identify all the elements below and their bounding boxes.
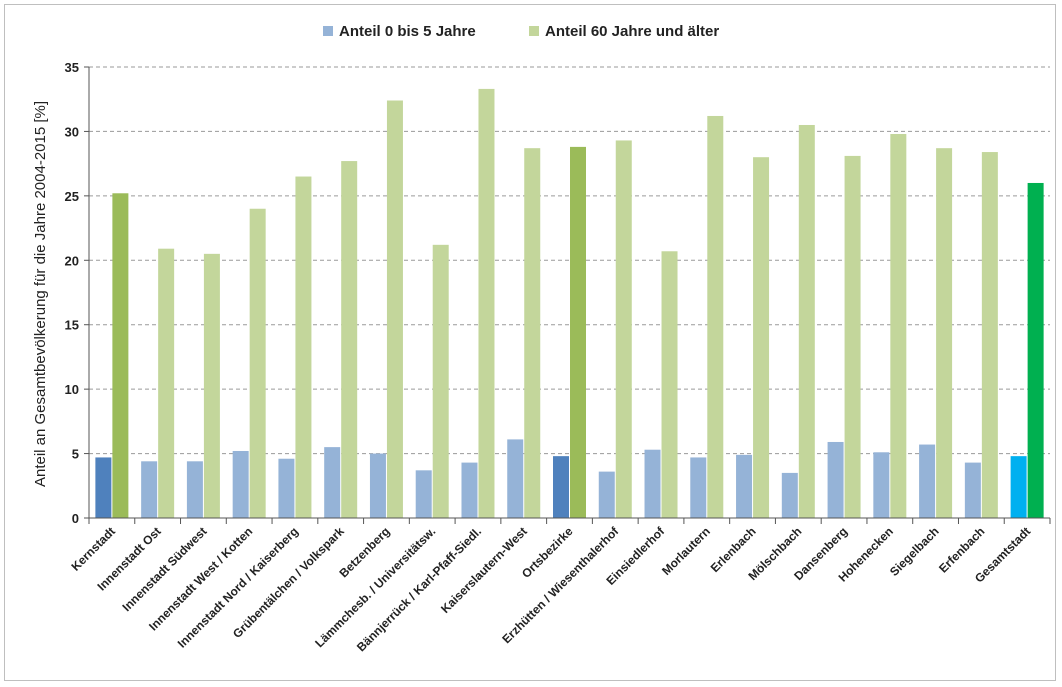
y-tick-label: 30 (65, 124, 79, 139)
bar-age-60-plus (249, 208, 266, 518)
x-tick-label: Morlautern (659, 524, 713, 578)
bar-age-0-5 (507, 439, 524, 518)
legend-label: Anteil 60 Jahre und älter (545, 23, 719, 40)
axes (88, 67, 1051, 524)
bar-age-0-5 (690, 457, 707, 518)
gridlines (84, 66, 1050, 519)
bar-age-60-plus (707, 115, 724, 519)
bar-age-0-5 (95, 457, 112, 518)
y-tick-label: 35 (65, 60, 79, 75)
bar-age-0-5 (919, 444, 936, 518)
bar-age-60-plus (798, 124, 815, 518)
chart-frame: Anteil 0 bis 5 Jahre Anteil 60 Jahre und … (4, 4, 1056, 681)
bar-age-60-plus (295, 176, 312, 518)
bar-age-60-plus (661, 251, 678, 518)
bar-age-60-plus (615, 140, 632, 518)
bar-age-60-plus (432, 244, 449, 518)
bar-age-0-5 (232, 450, 249, 518)
bar-age-0-5 (964, 462, 981, 518)
bar-age-0-5 (1010, 456, 1027, 518)
y-tick-label: 5 (72, 447, 79, 462)
bar-age-60-plus (478, 88, 495, 519)
bar-age-60-plus (844, 155, 861, 518)
bar-age-60-plus (341, 161, 358, 518)
legend-label: Anteil 0 bis 5 Jahre (339, 23, 476, 40)
bar-age-60-plus (753, 157, 770, 518)
legend: Anteil 0 bis 5 Jahre Anteil 60 Jahre und … (323, 23, 719, 40)
bar-age-60-plus (158, 248, 175, 518)
bar-age-0-5 (415, 470, 432, 518)
bar-chart: Anteil 0 bis 5 Jahre Anteil 60 Jahre und … (32, 23, 1051, 655)
bar-age-0-5 (141, 461, 158, 518)
bar-age-0-5 (461, 462, 478, 518)
legend-swatch (323, 26, 333, 36)
y-tick-labels: 0 5 10 15 20 25 30 35 (65, 60, 79, 526)
x-tick-label: Kaiserslautern-West (438, 524, 530, 616)
bar-age-0-5 (598, 471, 615, 518)
bar-age-60-plus (890, 134, 907, 518)
y-tick-label: 20 (65, 253, 79, 268)
bar-age-60-plus (570, 146, 586, 519)
bar-age-0-5 (186, 461, 203, 518)
y-tick-label: 10 (65, 382, 79, 397)
y-axis-label: Anteil an Gesamtbevölkerung für die Jahr… (32, 101, 49, 487)
y-tick-label: 0 (72, 511, 79, 526)
bar-age-60-plus (1027, 182, 1044, 518)
bar-age-60-plus (981, 152, 998, 518)
bar-age-60-plus (524, 148, 541, 518)
y-tick-label: 25 (65, 189, 79, 204)
bar-age-60-plus (386, 100, 403, 518)
bar-age-0-5 (278, 458, 295, 518)
bar-age-0-5 (781, 472, 798, 518)
bar-age-0-5 (553, 456, 569, 518)
bar-age-0-5 (827, 441, 844, 518)
x-tick-label: Innenstadt Südwest (119, 524, 209, 614)
bar-age-0-5 (736, 454, 753, 518)
bar-age-0-5 (369, 453, 386, 518)
bar-age-60-plus (203, 253, 220, 519)
bar-age-0-5 (644, 449, 661, 518)
bar-age-60-plus (112, 193, 129, 518)
bars (95, 88, 1044, 519)
y-tick-label: 15 (65, 318, 79, 333)
bar-age-0-5 (873, 452, 890, 518)
bar-age-60-plus (936, 148, 953, 518)
x-tick-label: Siegelbach (887, 524, 942, 579)
legend-swatch (529, 26, 539, 36)
bar-age-0-5 (324, 447, 341, 518)
